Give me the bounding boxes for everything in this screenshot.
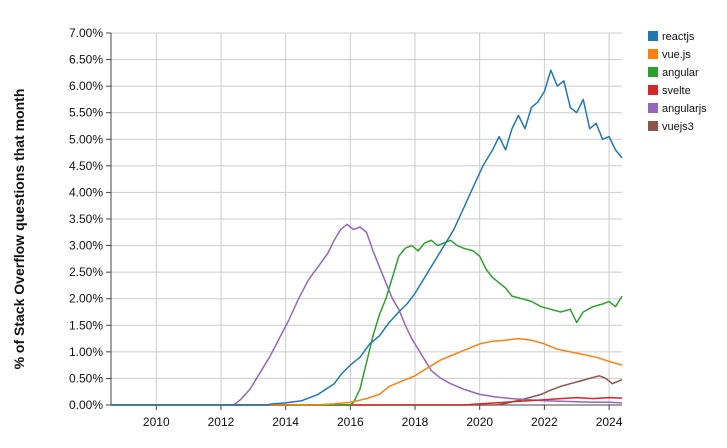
series-line-svelte (111, 396, 623, 406)
legend-swatch (648, 49, 658, 59)
legend-swatch (648, 67, 658, 77)
series-line-angular (111, 239, 623, 406)
legend-label: vuejs3 (662, 121, 694, 133)
y-tick-label: 0.00% (69, 398, 103, 412)
y-tick-label: 6.00% (69, 79, 103, 93)
x-tick-label: 2016 (337, 415, 364, 429)
legend-label: svelte (662, 85, 691, 97)
y-tick-label: 1.50% (69, 318, 103, 332)
legend-label: angularjs (662, 103, 707, 115)
legend-item: vue.js (648, 49, 691, 61)
y-tick-label: 7.00% (69, 26, 103, 40)
y-tick-label: 3.00% (69, 239, 103, 253)
series-lines (111, 69, 623, 406)
x-tick-label: 2018 (402, 415, 429, 429)
legend: reactjs vue.js angular svelte angularjs vuejs… (648, 31, 707, 133)
y-tick-label: 3.50% (69, 212, 103, 226)
y-tick-label: 0.50% (69, 371, 103, 385)
legend-item: angularjs (648, 103, 707, 115)
legend-swatch (648, 103, 658, 113)
y-tick-label: 5.50% (69, 106, 103, 120)
legend-swatch (648, 121, 658, 131)
legend-label: reactjs (662, 31, 695, 43)
y-tick-label: 2.50% (69, 265, 103, 279)
legend-item: vuejs3 (648, 121, 694, 133)
x-tick-label: 2024 (596, 415, 623, 429)
y-axis-label: % of Stack Overflow questions that month (11, 89, 27, 370)
y-tick-label: 6.50% (69, 53, 103, 67)
legend-swatch (648, 31, 658, 41)
x-tick-label: 2010 (143, 415, 170, 429)
legend-swatch (648, 85, 658, 95)
y-tick-label: 5.00% (69, 132, 103, 146)
legend-label: vue.js (662, 49, 691, 61)
y-tick-label: 1.00% (69, 345, 103, 359)
x-tick-label: 2012 (208, 415, 235, 429)
x-tick-label: 2020 (466, 415, 493, 429)
x-tick-label: 2022 (531, 415, 558, 429)
legend-item: angular (648, 67, 699, 79)
legend-label: angular (662, 67, 699, 79)
legend-item: svelte (648, 85, 691, 97)
grid (111, 32, 622, 406)
tick-labels: 0.00% 0.50% 1.00% 1.50% 2.00% 2.50% 3.00% 3.50%… (69, 26, 623, 429)
y-tick-label: 4.50% (69, 159, 103, 173)
series-line-reactjs (111, 69, 623, 406)
series-line-angularjs (111, 223, 623, 406)
y-tick-label: 2.00% (69, 292, 103, 306)
legend-item: reactjs (648, 31, 695, 43)
series-line-vue-js (111, 337, 623, 406)
y-tick-label: 4.00% (69, 185, 103, 199)
x-tick-label: 2014 (272, 415, 299, 429)
